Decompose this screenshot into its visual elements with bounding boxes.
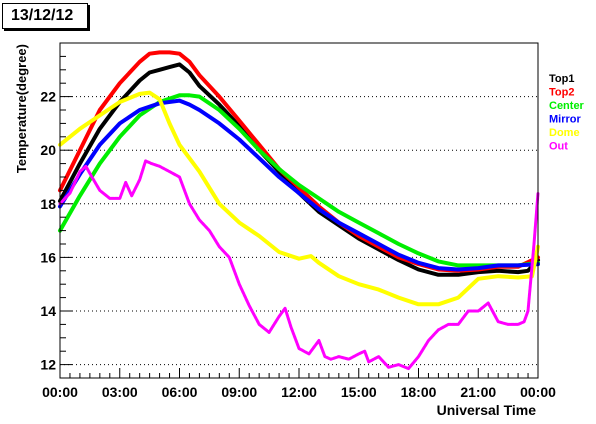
x-tick-label: 06:00 — [162, 384, 198, 400]
series-line-mirror — [58, 98, 540, 272]
plot-frame — [59, 42, 539, 379]
y-tick-label: 14 — [40, 303, 56, 319]
axis-ticks: 12 14 16 18 20 22 00:00 03:00 06:00 09:00 12:00 15:… — [40, 55, 556, 400]
legend-entry-dome: Dome — [549, 127, 580, 139]
legend-entry-mirror: Mirror — [549, 114, 582, 126]
series-lines — [58, 50, 540, 371]
grid-lines — [60, 96, 538, 366]
series-line-out — [58, 159, 540, 371]
series-line-center — [58, 93, 540, 268]
legend-entry-out: Out — [549, 141, 568, 153]
series-line-top2 — [58, 50, 540, 273]
x-tick-label: 21:00 — [460, 384, 496, 400]
x-tick-label: 15:00 — [341, 384, 377, 400]
y-axis-label: Temperature(degree) — [14, 44, 29, 173]
x-tick-label: 03:00 — [102, 384, 138, 400]
x-axis-label: Universal Time — [437, 402, 537, 418]
x-tick-label: 00:00 — [520, 384, 556, 400]
y-tick-label: 16 — [40, 249, 56, 265]
x-tick-label: 18:00 — [401, 384, 437, 400]
y-tick-label: 20 — [40, 142, 56, 158]
legend-entry-top2: Top2 — [549, 87, 574, 99]
legend-entry-top1: Top1 — [549, 73, 574, 85]
x-tick-label: 09:00 — [221, 384, 257, 400]
y-tick-label: 18 — [40, 196, 56, 212]
x-tick-label: 00:00 — [42, 384, 78, 400]
y-tick-label: 22 — [40, 89, 56, 105]
chart-title: 13/12/12 — [2, 3, 88, 29]
series-line-dome — [58, 90, 540, 307]
y-tick-label: 12 — [40, 357, 56, 373]
x-tick-label: 12:00 — [281, 384, 317, 400]
legend-entry-center: Center — [549, 100, 585, 112]
